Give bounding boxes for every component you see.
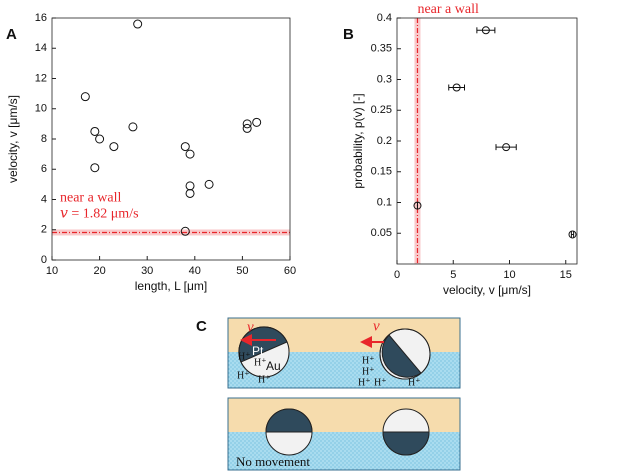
x-axis-label: length, L [μm] <box>135 279 208 293</box>
annotation: near a wall <box>60 191 122 206</box>
marker <box>452 83 461 92</box>
marker <box>180 142 190 152</box>
marker <box>128 122 138 132</box>
y-tick-label: 0.25 <box>371 104 392 116</box>
ion: H⁺ <box>258 374 271 385</box>
y-tick-label: 10 <box>35 103 47 115</box>
marker <box>481 26 490 35</box>
y-tick-label: 4 <box>41 193 47 205</box>
particle-outline <box>379 328 431 380</box>
annotation: 𝑣 = 1.82 μm/s <box>60 207 139 222</box>
annotation: near a wall <box>417 2 479 17</box>
x-tick-label: 50 <box>236 265 248 277</box>
ion: H⁺ <box>238 351 251 362</box>
x-tick-label: 10 <box>503 269 515 281</box>
panel-label: A <box>6 26 17 43</box>
x-tick-label: 60 <box>284 265 296 277</box>
marker <box>568 230 577 239</box>
x-tick-label: 30 <box>141 265 153 277</box>
marker <box>185 149 195 159</box>
marker <box>90 126 100 136</box>
y-tick-label: 0.05 <box>371 227 392 239</box>
y-tick-label: 0.15 <box>371 166 392 178</box>
y-tick-label: 12 <box>35 72 47 84</box>
y-tick-label: 2 <box>41 224 47 236</box>
y-tick-label: 0.2 <box>377 135 392 147</box>
marker <box>133 19 143 29</box>
marker <box>204 179 214 189</box>
marker <box>252 117 262 127</box>
metal-label: Pt <box>252 344 264 358</box>
velocity-symbol: v <box>247 319 254 335</box>
marker <box>80 92 90 102</box>
y-tick-label: 0 <box>41 254 47 266</box>
y-tick-label: 14 <box>35 42 47 54</box>
y-tick-label: 6 <box>41 163 47 175</box>
ion: H⁺ <box>237 370 250 381</box>
x-tick-label: 40 <box>189 265 201 277</box>
marker <box>109 142 119 152</box>
x-tick-label: 10 <box>46 265 58 277</box>
ion: H⁺ <box>374 377 387 388</box>
marker <box>242 123 252 133</box>
marker <box>90 163 100 173</box>
reference-band <box>52 229 290 236</box>
pt-half <box>381 334 422 378</box>
x-axis-label: velocity, v [μm/s] <box>443 283 531 297</box>
diagram: C v v Pt Au H⁺ H⁺ H⁺ H⁺ H⁺ H⁺ H⁺ H⁺ H⁺ <box>196 317 461 471</box>
marker <box>185 188 195 198</box>
pt-half <box>382 431 430 456</box>
y-tick-label: 16 <box>35 12 47 24</box>
particle-outline <box>238 326 290 378</box>
y-tick-label: 0.35 <box>371 43 392 55</box>
plot-frame <box>51 17 291 261</box>
y-axis-label: velocity, v [μm/s] <box>6 95 20 183</box>
x-tick-label: 15 <box>560 269 572 281</box>
plot-frame <box>396 17 578 265</box>
marker <box>502 143 511 152</box>
panel-label: C <box>196 318 207 335</box>
ion: H⁺ <box>358 377 371 388</box>
y-tick-label: 0.4 <box>377 12 392 24</box>
velocity-symbol: v <box>373 318 380 334</box>
y-tick-label: 0.3 <box>377 73 392 85</box>
marker <box>185 181 195 191</box>
y-tick-label: 0.1 <box>377 196 392 208</box>
panel-label: B <box>343 26 354 43</box>
marker <box>95 134 105 144</box>
x-tick-label: 5 <box>450 269 456 281</box>
y-axis-label: probability, p(v) [-] <box>351 93 365 188</box>
pt-half <box>265 408 313 433</box>
marker <box>180 226 190 236</box>
ion: H⁺ <box>254 357 267 368</box>
box <box>227 397 461 471</box>
marker <box>413 201 422 210</box>
metal-label: Au <box>266 359 281 373</box>
y-tick-label: 8 <box>41 133 47 145</box>
x-tick-label: 20 <box>93 265 105 277</box>
ion: H⁺ <box>408 377 421 388</box>
ion: H⁺ <box>362 366 375 377</box>
ion: H⁺ <box>362 355 375 366</box>
caption: No movement <box>236 454 310 469</box>
x-tick-label: 0 <box>394 269 400 281</box>
box <box>227 317 461 389</box>
marker <box>242 119 252 129</box>
